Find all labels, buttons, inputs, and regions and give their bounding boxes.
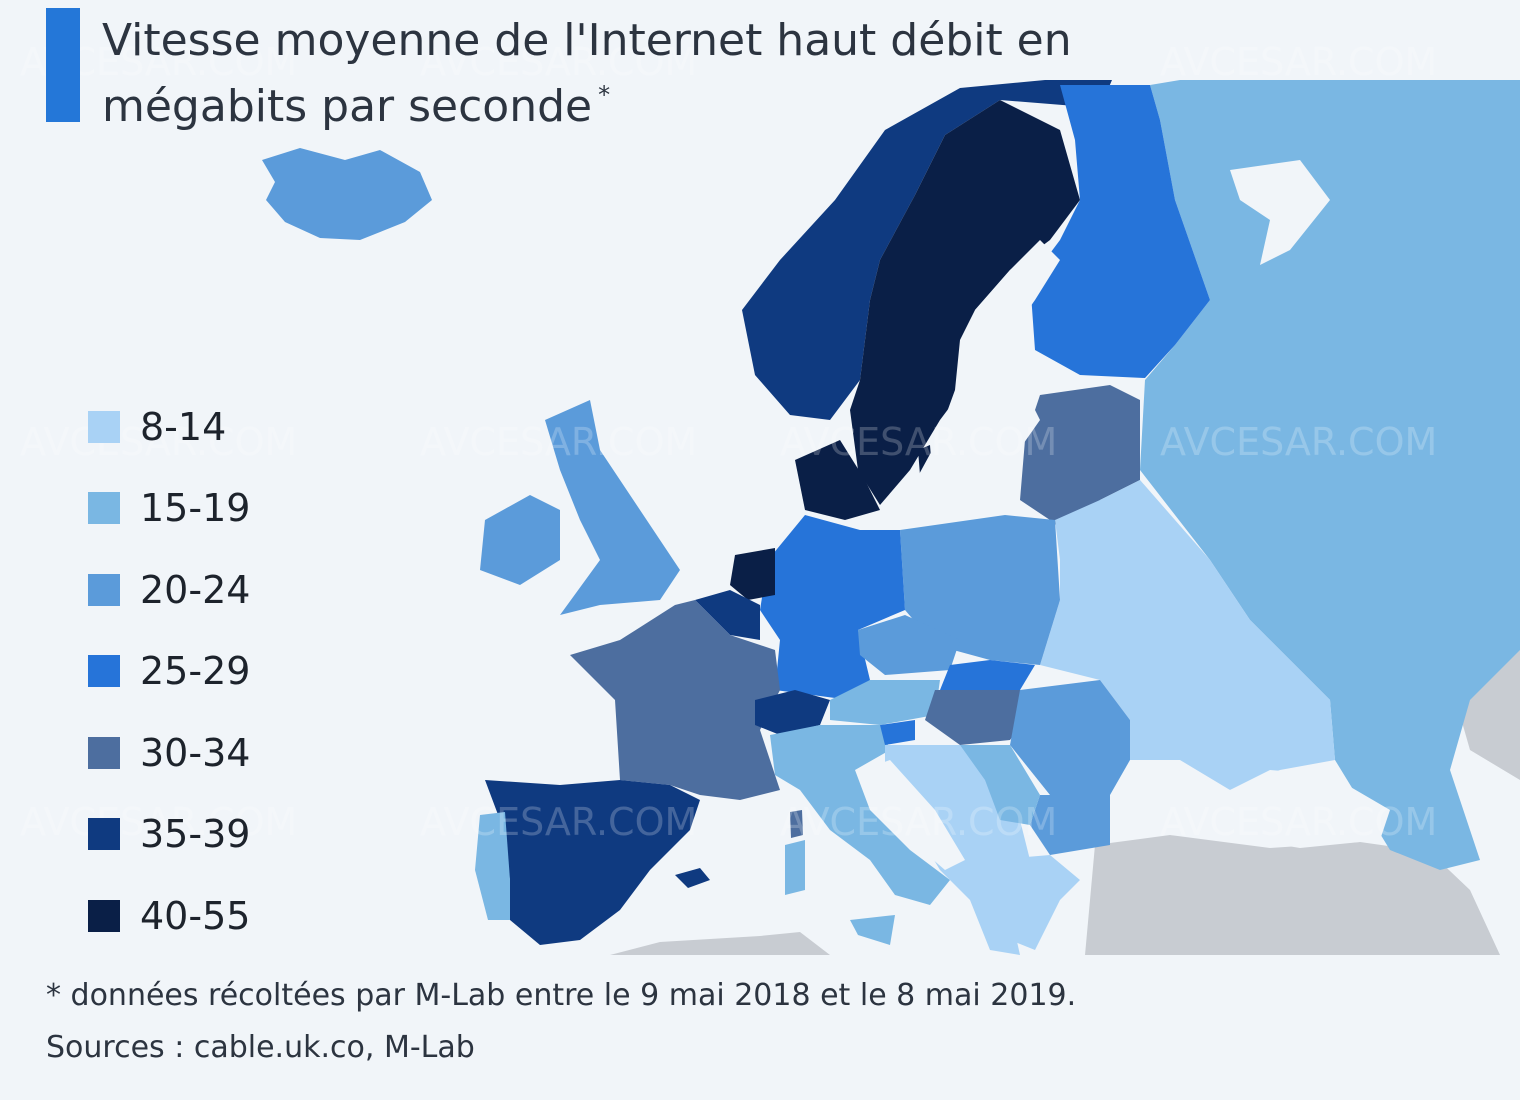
region-serbia <box>960 745 1040 825</box>
region-spain <box>485 780 700 945</box>
watermark-text: AVCESAR.COM <box>420 420 697 464</box>
region-sweden <box>850 100 1080 505</box>
sea-black <box>1120 770 1390 848</box>
region-iceland <box>262 148 432 240</box>
region-corsica <box>790 810 803 838</box>
legend-swatch <box>88 818 120 850</box>
region-portugal <box>475 812 510 920</box>
legend-label: 8-14 <box>140 404 227 449</box>
region-sardinia <box>785 840 805 895</box>
watermark-text: AVCESAR.COM <box>1160 800 1437 844</box>
region-balearics <box>675 868 710 888</box>
watermark-layer: AVCESAR.COM AVCESAR.COM AVCESAR.COM AVCE… <box>20 40 1437 844</box>
legend-item: 15-19 <box>88 486 251 530</box>
region-ireland <box>480 495 560 585</box>
title-accent-bar <box>46 8 80 122</box>
sea-adriatic <box>862 760 965 870</box>
region-russia <box>1140 80 1520 870</box>
legend-swatch <box>88 410 120 443</box>
legend-swatch <box>88 899 120 932</box>
region-poland <box>900 515 1060 665</box>
region-romania <box>1010 680 1130 795</box>
sources: Sources : cable.uk.co, M-Lab <box>46 1030 475 1065</box>
region-baltics <box>1020 385 1140 545</box>
legend-label: 20-24 <box>140 567 251 612</box>
region-italy <box>770 725 950 905</box>
watermark-text: AVCESAR.COM <box>780 420 1057 464</box>
turkey-region <box>1085 835 1500 955</box>
region-norway <box>742 80 1112 420</box>
title-asterisk: * <box>598 81 611 109</box>
legend-label: 40-55 <box>140 893 251 938</box>
region-switzerland <box>755 690 830 735</box>
region-france <box>570 600 780 800</box>
region-czechia <box>858 615 960 675</box>
region-belarus-ukraine <box>1040 480 1335 790</box>
legend: 8-14 15-19 20-24 25-29 30-34 35-39 40-55 <box>88 404 251 977</box>
region-belgium <box>695 590 760 640</box>
legend-swatch <box>88 492 120 524</box>
sea-baltic <box>905 240 1060 515</box>
region-austria <box>830 680 940 725</box>
legend-swatch <box>88 736 120 769</box>
legend-item: 25-29 <box>88 649 251 693</box>
region-denmark <box>795 440 880 520</box>
legend-item: 35-39 <box>88 812 251 856</box>
sea-white <box>1230 160 1330 265</box>
region-uk <box>545 400 680 615</box>
legend-label: 35-39 <box>140 812 251 856</box>
legend-label: 15-19 <box>140 486 251 530</box>
legend-swatch <box>88 573 120 606</box>
watermark-text: AVCESAR.COM <box>1160 420 1437 464</box>
watermark-text: AVCESAR.COM <box>20 800 297 844</box>
region-finland <box>1030 85 1210 378</box>
legend-swatch <box>88 655 120 687</box>
legend-item: 20-24 <box>88 567 251 612</box>
legend-item: 40-55 <box>88 893 251 938</box>
watermark-text: AVCESAR.COM <box>20 420 297 464</box>
legend-label: 30-34 <box>140 730 251 775</box>
africa-region <box>610 932 830 955</box>
region-netherlands <box>730 548 775 600</box>
chart-title: Vitesse moyenne de l'Internet haut débit… <box>102 14 1102 134</box>
watermark-text: AVCESAR.COM <box>1160 40 1437 84</box>
watermark-text: AVCESAR.COM <box>420 800 697 844</box>
legend-label: 25-29 <box>140 649 251 693</box>
region-slovenia <box>880 720 915 745</box>
legend-item: 8-14 <box>88 404 250 449</box>
region-bulgaria <box>1030 795 1110 855</box>
region-greece <box>990 855 1080 950</box>
legend-item: 30-34 <box>88 730 251 775</box>
region-germany <box>760 515 905 700</box>
watermark-text: AVCESAR.COM <box>780 800 1057 844</box>
region-slovakia <box>940 660 1035 690</box>
title-text: Vitesse moyenne de l'Internet haut débit… <box>102 15 1072 132</box>
footnote: * données récoltées par M-Lab entre le 9… <box>46 978 1077 1013</box>
region-sicily <box>850 915 895 945</box>
region-hungary <box>925 690 1040 745</box>
watermark-text: AVCESAR.COM <box>420 40 697 84</box>
